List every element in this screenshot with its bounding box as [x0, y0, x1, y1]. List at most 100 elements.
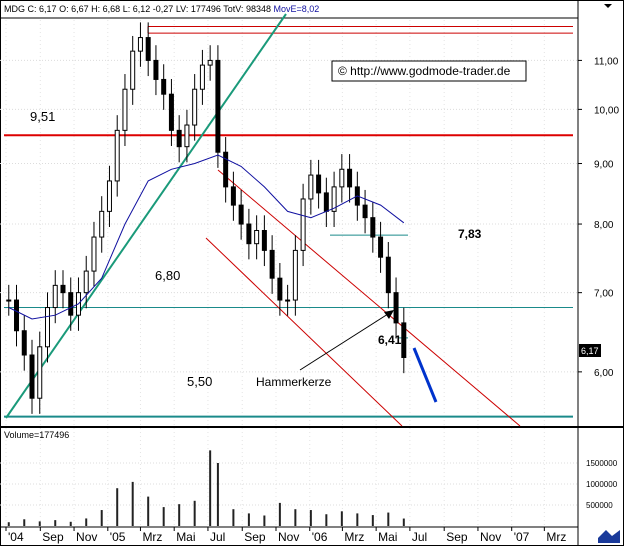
date-tick-label: Mai	[176, 530, 195, 544]
price-candle	[168, 93, 174, 131]
volume-tick-label: 1500000	[586, 459, 618, 468]
volume-label: Volume=177496	[4, 430, 69, 440]
moving-average-line	[8, 154, 405, 320]
current-price-text: 6,17	[581, 346, 599, 356]
date-tick-label: '07	[514, 530, 530, 544]
price-tick-label: 9,00	[594, 160, 614, 171]
price-candle	[153, 59, 159, 80]
date-tick-label: Nov	[480, 530, 501, 544]
price-candle	[145, 37, 151, 61]
price-candle	[238, 204, 244, 225]
annotation-550: 5,50	[187, 374, 212, 389]
price-candle	[370, 217, 376, 238]
price-candle	[83, 270, 89, 294]
price-candle	[161, 78, 167, 95]
volume-bars	[7, 450, 405, 526]
price-candle	[184, 124, 190, 148]
uptrend-line	[5, 13, 287, 419]
price-candle	[246, 223, 252, 245]
date-tick-label: Mrz	[344, 530, 364, 544]
price-candle	[114, 129, 120, 182]
scroll-down-icon[interactable]	[604, 4, 612, 8]
date-tick-label: Jul	[412, 530, 427, 544]
price-candles	[6, 22, 407, 414]
price-candle	[199, 64, 205, 90]
price-candle	[60, 284, 66, 294]
volume-tick-label: 1000000	[586, 480, 618, 489]
price-axis-labels: 11,00 10,00 9,00 8,00 7,00 6,00	[578, 56, 619, 379]
gridlines	[0, 20, 578, 526]
price-tick-label: 11,00	[594, 56, 619, 67]
date-tick-label: Mrz	[546, 530, 566, 544]
date-tick-label: Sep	[42, 530, 64, 544]
price-candle	[230, 186, 236, 206]
date-tick-label: Jul	[210, 530, 225, 544]
price-candle	[393, 292, 399, 324]
watermark-text: © http://www.godmode-trader.de	[338, 64, 511, 78]
price-candle	[91, 236, 97, 272]
price-candle	[316, 174, 322, 194]
projection-arrow	[412, 347, 438, 403]
price-candle	[362, 204, 368, 219]
date-tick-label: Nov	[278, 530, 299, 544]
price-candle	[378, 236, 384, 258]
volume-axis-labels: 1500000 1000000 500000	[586, 459, 618, 510]
price-candle	[269, 249, 275, 279]
price-candle	[192, 88, 198, 126]
price-candle	[308, 174, 314, 200]
date-tick-label: '04	[8, 530, 24, 544]
hammer-arrow-head	[384, 310, 394, 319]
price-candle	[122, 88, 128, 131]
price-candle	[99, 210, 105, 238]
date-tick-label: Mrz	[142, 530, 162, 544]
date-axis-labels: '04 Sep Nov '05 Mrz Mai Jul Sep Nov '06 Mrz Mai Jul S…	[5, 527, 566, 544]
trend-lines	[5, 13, 521, 427]
price-candle	[292, 249, 298, 301]
tool-icon[interactable]	[598, 530, 620, 543]
price-candle	[29, 354, 35, 399]
price-tick-label: 8,00	[594, 220, 614, 231]
price-candle	[106, 180, 112, 212]
price-candle	[323, 192, 329, 212]
annotation-951: 9,51	[30, 109, 55, 124]
price-candle	[6, 299, 12, 302]
date-tick-label: '05	[110, 530, 126, 544]
price-candle	[52, 284, 58, 309]
annotation-680: 6,80	[155, 268, 180, 283]
price-candle	[68, 292, 74, 316]
price-candle	[331, 186, 337, 212]
downtrend-channel-lower	[205, 237, 403, 427]
price-tick-label: 6,00	[594, 368, 614, 379]
date-tick-label: '06	[312, 530, 328, 544]
price-candle	[207, 59, 213, 66]
current-price-tag	[579, 344, 601, 357]
price-candle	[339, 168, 345, 188]
price-candle	[254, 230, 260, 245]
price-candle	[385, 256, 391, 294]
price-candle	[401, 322, 407, 359]
support-resistance-lines	[4, 26, 573, 418]
price-candle	[21, 330, 27, 356]
price-candle	[300, 198, 306, 251]
date-tick-label: Sep	[244, 530, 266, 544]
date-tick-label: Nov	[76, 530, 97, 544]
price-candle	[137, 37, 143, 52]
price-candle	[223, 151, 229, 188]
price-candle	[14, 299, 20, 332]
price-candle	[44, 307, 50, 348]
price-candle	[176, 129, 182, 148]
volume-tick-label: 500000	[586, 501, 613, 510]
date-tick-label: Mai	[378, 530, 397, 544]
downtrend-channel-upper	[217, 169, 521, 427]
watermark-box	[331, 60, 527, 82]
price-candle	[277, 277, 283, 301]
price-tick-label: 10,00	[594, 105, 619, 116]
annotation-641: 6,41	[378, 333, 402, 347]
hammer-arrow-line	[299, 313, 389, 371]
header-ohlc: MDG C: 6,17 O: 6,67 H: 6,68 L: 6,12 -0,2…	[4, 4, 319, 14]
price-candle	[347, 168, 353, 188]
price-candle	[37, 346, 43, 399]
price-tick-label: 7,00	[594, 289, 614, 300]
